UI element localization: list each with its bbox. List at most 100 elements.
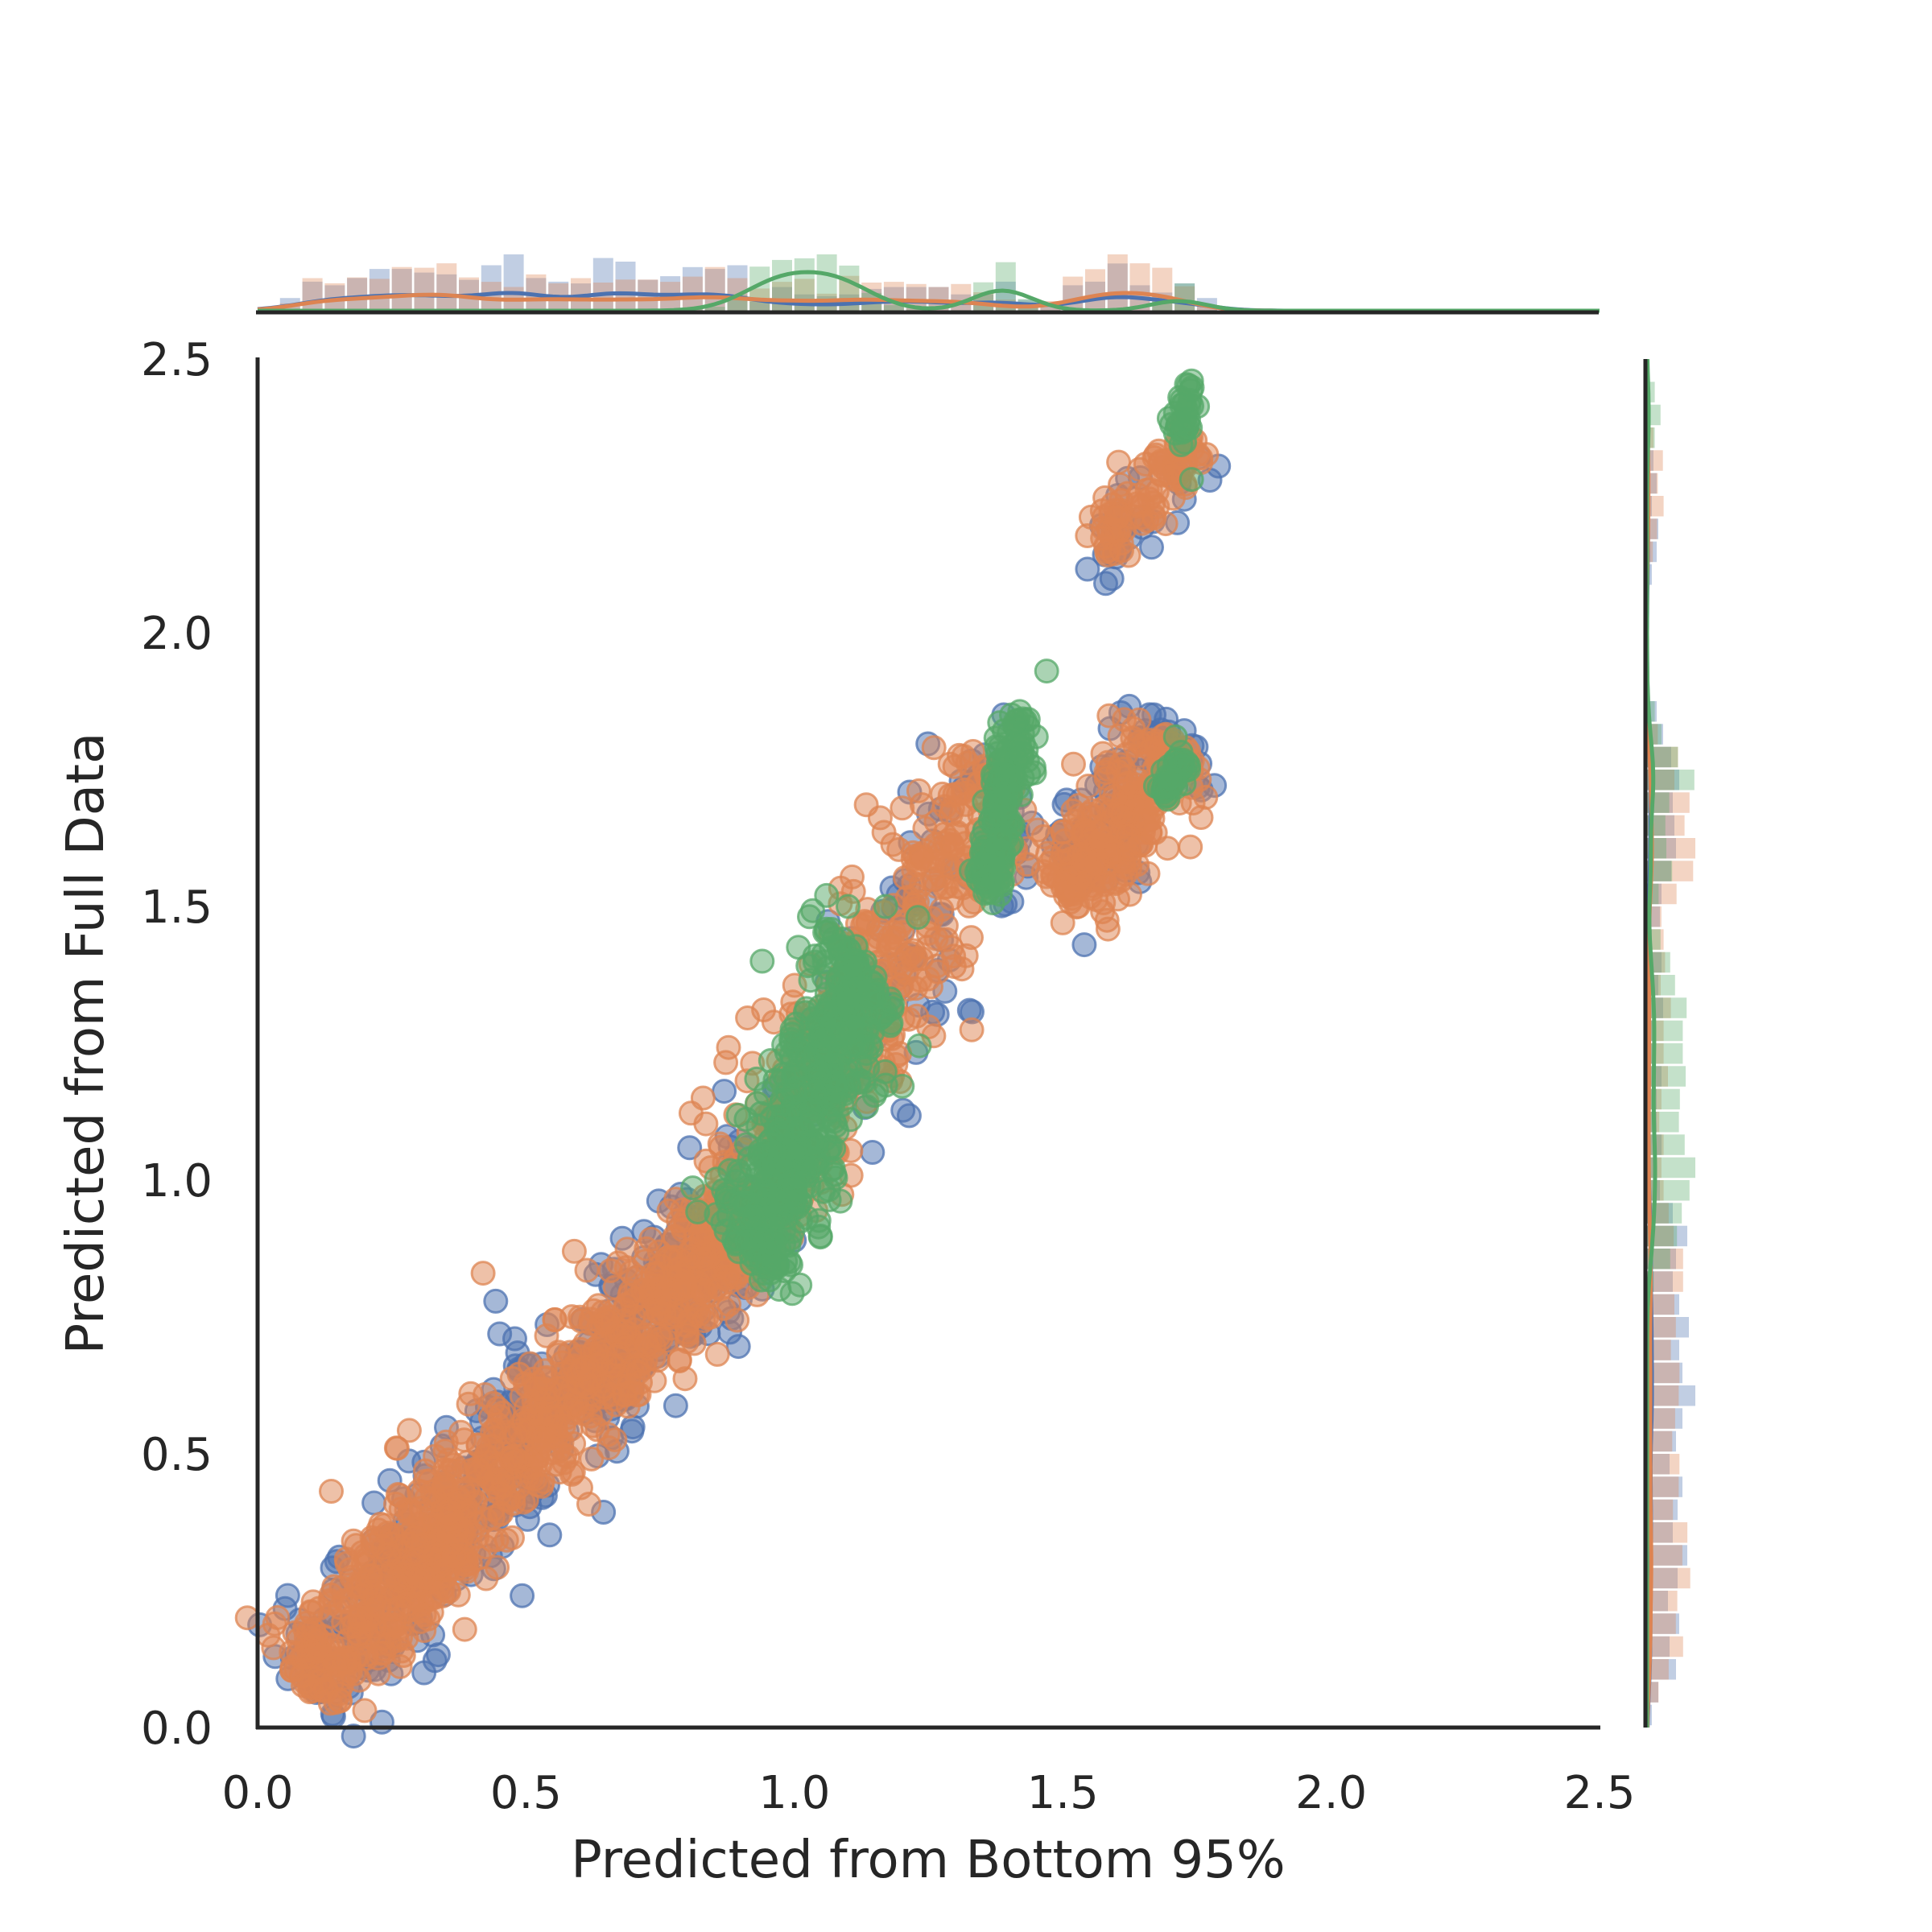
- scatter-point: [1139, 535, 1164, 560]
- top-histogram-bar: [883, 305, 904, 311]
- scatter-point: [724, 1307, 750, 1333]
- scatter-point: [1106, 449, 1132, 475]
- scatter-point: [704, 1341, 730, 1367]
- scatter-point: [410, 1564, 436, 1590]
- y-tick-label: 0.5: [141, 1429, 213, 1481]
- scatter-point: [1095, 749, 1121, 775]
- scatter-point: [1179, 467, 1204, 493]
- x-tick-label: 1.0: [758, 1767, 830, 1819]
- scatter-point: [694, 1305, 720, 1331]
- x-tick-label: 0.5: [490, 1767, 562, 1819]
- scatter-point: [1071, 932, 1097, 958]
- top-histogram-bar: [302, 278, 323, 311]
- right-histogram-bar: [1647, 1545, 1687, 1566]
- x-tick-label: 0.0: [221, 1767, 293, 1819]
- scatter-point: [814, 916, 840, 942]
- scatter-point: [1188, 445, 1214, 471]
- scatter-point: [361, 1490, 387, 1516]
- scatter-point: [584, 1417, 610, 1443]
- scatter-point: [829, 1092, 855, 1117]
- scatter-point: [838, 1019, 864, 1045]
- right-histogram-bar: [1647, 427, 1655, 448]
- y-tick-label: 2.0: [141, 608, 213, 660]
- right-histogram-bar: [1647, 1317, 1689, 1338]
- top-histogram-bar: [704, 307, 725, 311]
- top-histogram-bar: [682, 266, 703, 311]
- top-histogram-bar: [1107, 254, 1128, 311]
- scatter-point: [864, 982, 890, 1007]
- scatter-point: [367, 1641, 393, 1666]
- scatter-point: [1129, 510, 1155, 536]
- scatter-point: [985, 741, 1010, 766]
- scatter-point: [533, 1364, 559, 1390]
- scatter-point: [452, 1616, 477, 1642]
- scatter-point: [483, 1288, 509, 1314]
- scatter-point: [814, 882, 840, 908]
- scatter-point: [628, 1369, 653, 1395]
- scatter-point: [782, 1189, 807, 1215]
- scatter-point: [1155, 460, 1181, 486]
- scatter-point: [787, 1272, 813, 1298]
- scatter-point: [737, 1204, 762, 1230]
- scatter-point: [755, 1249, 780, 1275]
- top-histogram-bar: [1063, 276, 1084, 311]
- top-histogram-bar: [1129, 263, 1150, 311]
- scatter-point: [675, 1323, 700, 1348]
- x-tick-label: 2.0: [1295, 1767, 1367, 1819]
- scatter-point: [780, 1168, 806, 1194]
- scatter-point: [953, 943, 979, 968]
- top-histogram-bar: [347, 278, 368, 311]
- scatter-point: [854, 1094, 879, 1120]
- scatter-point: [875, 933, 901, 959]
- scatter-point: [499, 1447, 525, 1472]
- scatter-point: [770, 1104, 796, 1130]
- scatter-point: [522, 1466, 548, 1492]
- scatter-point: [341, 1724, 366, 1749]
- scatter-point: [446, 1487, 472, 1513]
- scatter-point: [485, 1554, 510, 1580]
- scatter-point: [510, 1583, 535, 1608]
- scatter-point: [470, 1261, 496, 1286]
- scatter-point: [786, 935, 811, 960]
- scatter-point: [749, 1227, 775, 1253]
- scatter-point: [1104, 505, 1129, 530]
- scatter-point: [1110, 802, 1135, 828]
- right-histogram-bar: [1647, 838, 1695, 859]
- scatter-point: [824, 1119, 850, 1145]
- scatter-point: [322, 1657, 348, 1682]
- scatter-point: [307, 1638, 332, 1664]
- right-histogram-bar: [1647, 496, 1664, 517]
- right-histogram-bar: [1647, 1476, 1682, 1497]
- top-histogram-bar: [391, 269, 412, 311]
- scatter-point: [1090, 526, 1116, 551]
- scatter-point: [959, 1017, 985, 1042]
- scatter-point: [1009, 745, 1035, 770]
- scatter-point: [613, 1255, 639, 1281]
- scatter-point: [677, 1135, 703, 1161]
- top-histogram-bar: [302, 281, 323, 311]
- scatter-point: [634, 1332, 660, 1358]
- scatter-point: [799, 1108, 824, 1133]
- scatter-point: [537, 1522, 563, 1548]
- right-histogram-bar: [1647, 1567, 1690, 1589]
- scatter-point: [921, 735, 947, 761]
- scatter-point: [396, 1418, 422, 1443]
- scatter-point: [317, 1604, 343, 1629]
- right-histogram-bar: [1647, 1112, 1679, 1133]
- scatter-point: [836, 894, 861, 919]
- scatter-point: [411, 1660, 437, 1686]
- scatter-point: [667, 1347, 692, 1373]
- scatter-point: [301, 1617, 327, 1643]
- scatter-point: [1134, 477, 1160, 503]
- scatter-point: [1092, 872, 1117, 898]
- scatter-point: [762, 1067, 788, 1093]
- scatter-point: [779, 1017, 805, 1042]
- scatter-point: [896, 1103, 922, 1129]
- scatter-point: [328, 1575, 354, 1600]
- scatter-point: [1168, 432, 1194, 457]
- scatter-point: [873, 1072, 898, 1098]
- scatter-point: [487, 1481, 513, 1507]
- scatter-point: [275, 1583, 300, 1608]
- top-histogram-bar: [772, 282, 792, 311]
- main-plot: 0.0 0.5 1.0 1.5 2.0 2.5 0.0 0.5 1.0 1.5 2.0 2.5 Pr…: [56, 334, 1636, 1890]
